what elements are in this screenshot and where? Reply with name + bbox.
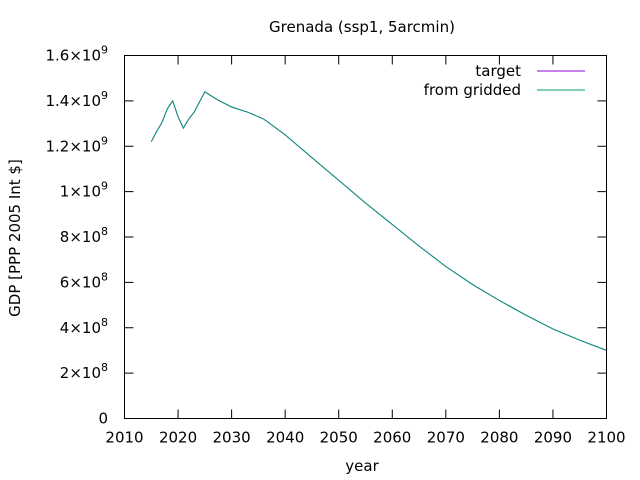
y-axis-label: GDP [PPP 2005 Int $] [6, 159, 24, 317]
x-tick-label: 2010 [105, 429, 143, 447]
plot-frame [124, 55, 607, 419]
series-lines [150, 91, 607, 351]
y-tick-label: 1.4×109 [45, 89, 108, 110]
x-tick-label: 2100 [587, 429, 625, 447]
x-tick-label: 2070 [427, 429, 465, 447]
y-tick-label: 1×109 [60, 180, 108, 201]
legend-label: from gridded [424, 81, 521, 99]
y-tick-label: 0 [98, 410, 108, 428]
y-tick-label: 6×108 [60, 270, 108, 291]
x-axis-label: year [345, 457, 379, 475]
x-tick-label: 2090 [534, 429, 572, 447]
y-tick-label: 1.2×109 [45, 134, 108, 155]
y-tick-label: 4×108 [60, 316, 108, 337]
y-tick-label: 2×108 [60, 361, 108, 382]
y-tick-label: 1.6×109 [45, 44, 108, 65]
x-tick-label: 2020 [159, 429, 197, 447]
x-tick-label: 2080 [480, 429, 518, 447]
x-tick-label: 2030 [213, 429, 251, 447]
x-tick-label: 2060 [373, 429, 411, 447]
x-tick-label: 2040 [266, 429, 304, 447]
series-line-from-gridded [150, 91, 607, 351]
x-tick-label: 2050 [320, 429, 358, 447]
axis-ticks: 2010 2020 2030 2040 2050 2060 2070 2080 2090 2100… [45, 44, 625, 447]
y-tick-label: 8×108 [60, 225, 108, 246]
series-line-target [150, 91, 607, 351]
legend-label: target [475, 62, 521, 80]
chart-title: Grenada (ssp1, 5arcmin) [269, 18, 455, 36]
